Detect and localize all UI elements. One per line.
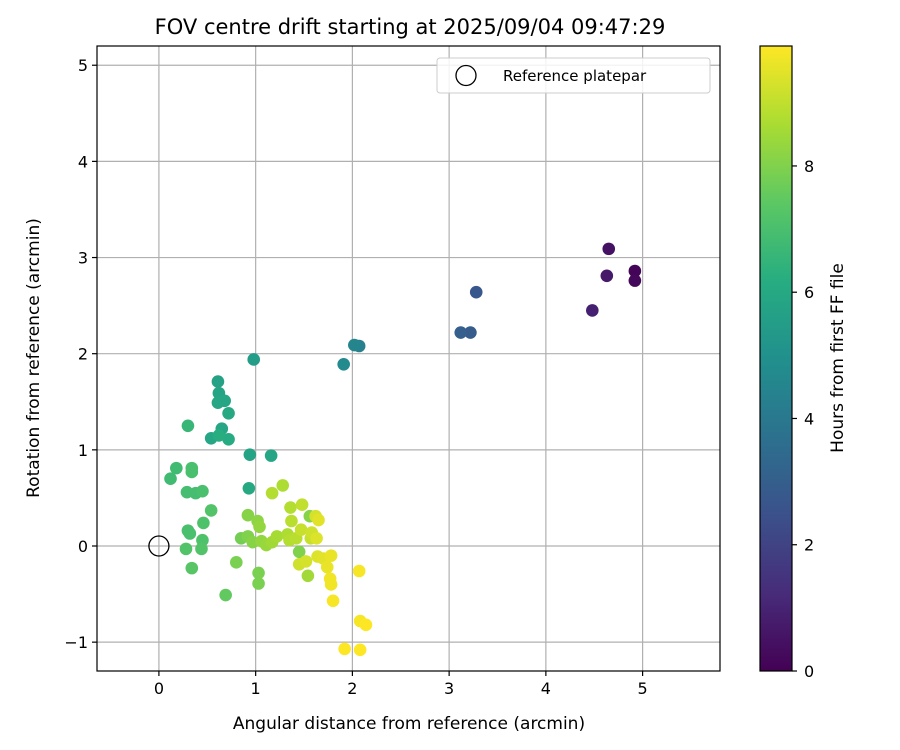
data-point xyxy=(352,564,366,578)
data-point xyxy=(628,264,642,278)
y-tick-label: 0 xyxy=(78,537,88,556)
data-point xyxy=(241,508,255,522)
data-point xyxy=(586,304,599,317)
data-point xyxy=(324,549,338,562)
data-point xyxy=(270,530,284,543)
x-tick-label: 0 xyxy=(154,679,164,698)
data-point xyxy=(320,560,334,574)
data-point xyxy=(219,588,232,602)
data-point xyxy=(252,577,265,590)
x-tick-label: 3 xyxy=(444,679,454,698)
colorbar-tick-label: 2 xyxy=(804,536,814,555)
colorbar-tick-label: 8 xyxy=(804,157,814,176)
legend: Reference platepar xyxy=(436,57,711,94)
data-point xyxy=(312,513,325,527)
data-points xyxy=(164,242,642,657)
x-tick-label: 5 xyxy=(638,679,648,698)
x-tick-label: 4 xyxy=(541,679,551,698)
y-tick-label: 2 xyxy=(78,345,88,364)
data-point xyxy=(359,618,373,632)
colorbar-tick-label: 0 xyxy=(804,662,814,681)
data-point xyxy=(164,472,177,485)
data-point xyxy=(242,482,256,495)
data-point xyxy=(212,429,226,442)
data-point xyxy=(247,353,261,366)
y-axis-ticks: −1 0 1 2 3 4 5 xyxy=(64,56,97,652)
data-point xyxy=(301,569,315,583)
grid-lines xyxy=(97,46,720,671)
legend-reference-marker xyxy=(455,64,477,87)
data-point xyxy=(183,527,197,540)
y-tick-label: 1 xyxy=(78,441,88,460)
data-point xyxy=(292,545,306,559)
data-point xyxy=(324,578,338,591)
data-point xyxy=(222,432,235,446)
data-point xyxy=(299,555,313,568)
x-tick-label: 1 xyxy=(251,679,261,698)
data-point xyxy=(310,532,323,545)
data-point xyxy=(337,357,350,371)
data-point xyxy=(295,498,309,511)
y-tick-label: 3 xyxy=(78,249,88,268)
data-point xyxy=(469,285,483,299)
colorbar-ticks: 0 2 4 6 8 xyxy=(792,157,814,681)
y-axis-label: Rotation from reference (arcmin) xyxy=(24,218,44,498)
data-point xyxy=(264,449,278,462)
data-point xyxy=(348,338,361,352)
data-point xyxy=(179,542,193,556)
legend-label: Reference platepar xyxy=(503,67,647,85)
data-point xyxy=(265,486,279,500)
data-point xyxy=(464,326,477,339)
x-axis-label: Angular distance from reference (arcmin) xyxy=(233,714,585,734)
data-point xyxy=(204,504,218,517)
y-tick-label: 5 xyxy=(78,56,88,75)
data-point xyxy=(222,407,235,420)
data-point xyxy=(218,394,231,408)
data-point xyxy=(195,542,208,556)
data-point xyxy=(276,479,290,492)
chart-title: FOV centre drift starting at 2025/09/04 … xyxy=(155,15,666,39)
data-point xyxy=(338,642,351,656)
data-point xyxy=(285,514,298,528)
colorbar-tick-label: 6 xyxy=(804,283,814,302)
data-point xyxy=(253,520,266,534)
data-point xyxy=(211,375,225,388)
data-point xyxy=(197,516,210,530)
data-point xyxy=(170,461,183,475)
x-tick-label: 2 xyxy=(347,679,357,698)
reference-point xyxy=(148,535,170,557)
data-point xyxy=(294,523,308,536)
legend-box xyxy=(436,57,711,94)
data-point xyxy=(600,269,614,283)
reference-platepar-marker xyxy=(148,535,170,557)
data-point xyxy=(252,566,265,580)
data-point xyxy=(230,556,243,569)
data-point xyxy=(353,643,367,657)
data-point xyxy=(628,274,642,287)
data-point xyxy=(185,561,199,575)
data-point xyxy=(284,501,297,514)
colorbar-label: Hours from first FF file xyxy=(828,263,848,453)
colorbar: 0 2 4 6 8 Hours from first FF file xyxy=(759,45,848,681)
plot-frame xyxy=(96,45,721,672)
data-point xyxy=(243,448,257,461)
data-point xyxy=(185,465,199,479)
colorbar-tick-label: 4 xyxy=(804,409,814,428)
x-axis-ticks: 0 1 2 3 4 5 xyxy=(154,671,648,698)
data-point xyxy=(602,242,616,256)
data-point xyxy=(326,594,340,608)
y-tick-label: 4 xyxy=(78,152,88,171)
y-tick-label: −1 xyxy=(64,633,88,652)
data-point xyxy=(454,326,468,339)
colorbar-gradient xyxy=(759,45,793,672)
data-point xyxy=(181,419,195,433)
data-point xyxy=(196,484,209,498)
